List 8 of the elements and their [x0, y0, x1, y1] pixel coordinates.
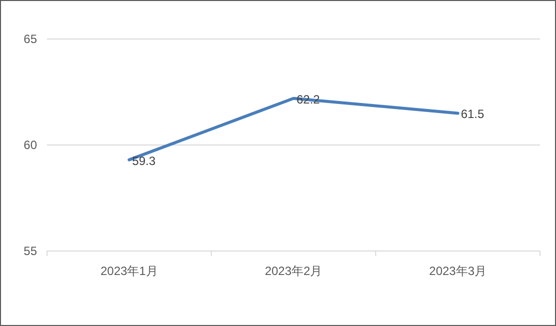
y-tick-label: 55	[24, 244, 38, 258]
x-tick-label: 2023年3月	[429, 264, 487, 278]
y-tick-label: 60	[24, 138, 38, 152]
data-label: 61.5	[460, 107, 485, 122]
data-label: 59.3	[132, 154, 156, 168]
x-tick-label: 2023年2月	[264, 264, 322, 278]
y-tick-label: 65	[24, 32, 38, 46]
x-tick-label: 2023年1月	[100, 264, 158, 278]
